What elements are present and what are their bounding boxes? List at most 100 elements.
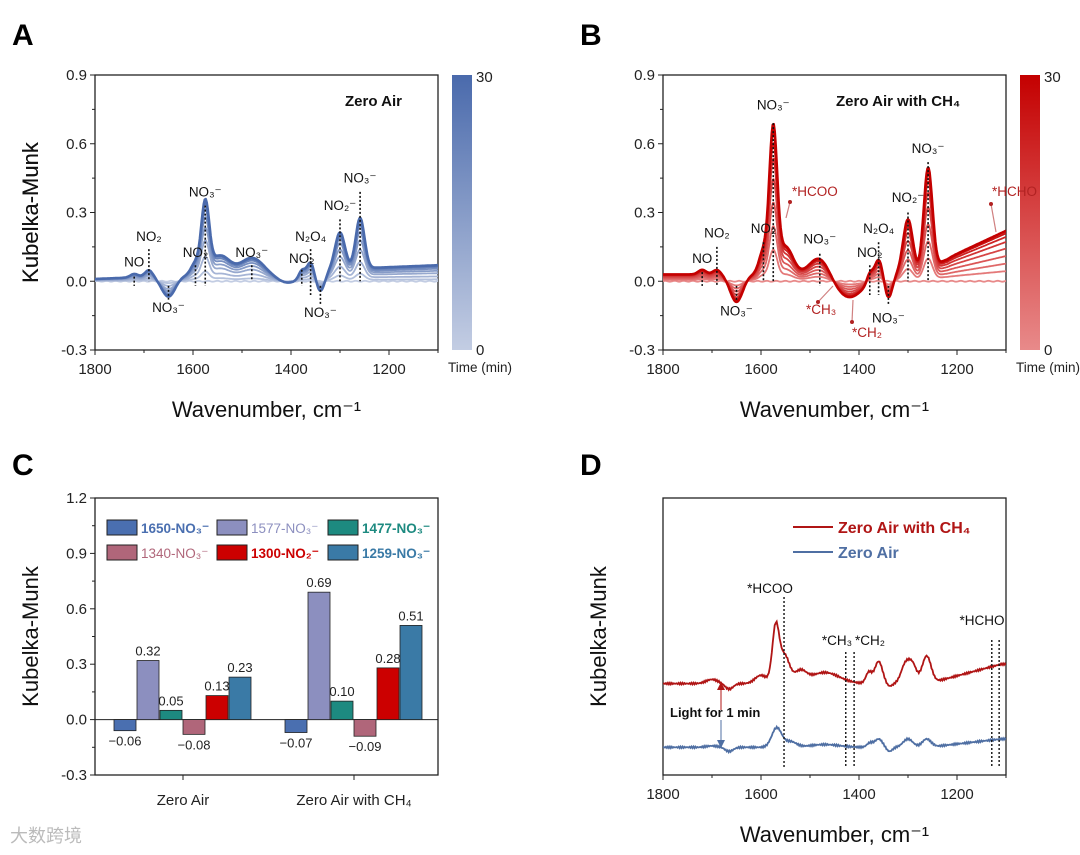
peak-label: *CH₂ <box>855 633 885 648</box>
legend-swatch <box>327 544 359 561</box>
y-tick-label: 0.6 <box>66 136 87 153</box>
y-axis-label: Kubelka-Munk <box>18 141 43 283</box>
bar-value-label: 0.32 <box>135 644 160 659</box>
peak-label: *HCHO <box>959 613 1004 628</box>
arrow-head-icon <box>850 320 854 324</box>
x-tick-label: 1800 <box>78 361 111 378</box>
peak-label: NO₃⁻ <box>720 304 753 319</box>
legend-label: 1340-NO₃⁻ <box>141 546 208 561</box>
annotation-arrow <box>851 299 854 323</box>
colorbar-title: Time (min) <box>448 360 512 375</box>
x-tick-label: 1200 <box>372 361 405 378</box>
x-axis-label: Wavenumber, cm⁻¹ <box>740 822 929 847</box>
bar <box>205 695 229 720</box>
legend-label: 1259-NO₃⁻ <box>362 546 430 561</box>
legend-label: Zero Air <box>838 545 899 562</box>
peak-label: NO₂ <box>136 229 162 244</box>
species-annotation: *CH₃ <box>806 302 836 317</box>
panel-title: Zero Air with CH₄ <box>836 93 960 110</box>
y-tick-label: 0.3 <box>66 656 87 673</box>
colorbar-min-label: 0 <box>476 342 484 359</box>
peak-label: NO₃⁻ <box>912 141 945 156</box>
peak-label: N₂O₄ <box>295 229 326 244</box>
bar-value-label: 0.51 <box>398 608 423 623</box>
y-tick-label: 0.9 <box>66 545 87 562</box>
bar <box>330 700 354 721</box>
peak-label: NO₂⁻ <box>324 198 357 213</box>
legend-item: 1650-NO₃⁻ <box>106 519 209 536</box>
panel-letter-d: D <box>580 449 602 482</box>
bar <box>284 719 308 733</box>
peak-label: NO₂ <box>857 245 883 260</box>
panel-c: 1.2 0.9 0.6 0.3 0.0 -0.3 Kubelka-Munk −0.06 −0.0… <box>18 490 439 809</box>
bar <box>399 625 423 720</box>
spectrum-line <box>95 270 438 284</box>
bar <box>113 719 137 732</box>
bar-value-label: −0.08 <box>178 737 211 752</box>
spectrum-line <box>663 122 1006 304</box>
arrow-head-icon <box>816 300 820 304</box>
panel-letter-a: A <box>12 19 34 52</box>
peak-label: NO₃⁻ <box>304 305 337 320</box>
legend-swatch <box>216 519 248 536</box>
peak-label: NO₂ <box>751 221 777 236</box>
peak-label: NO <box>692 251 712 266</box>
x-tick-label: 1400 <box>842 786 875 803</box>
bar-value-label: 0.10 <box>329 684 354 699</box>
annotation-arrow <box>990 203 997 233</box>
bar <box>307 591 331 720</box>
legend-swatch <box>327 519 359 536</box>
x-tick-label: 1600 <box>176 361 209 378</box>
x-axis-label: Wavenumber, cm⁻¹ <box>740 397 929 422</box>
colorbar <box>452 75 472 350</box>
panel-b: 1800 1600 1400 1200 Wavenumber, cm⁻¹ 0.9 0.6 0.… <box>18 67 1080 422</box>
spectra-series <box>95 197 438 298</box>
arrow-head-icon <box>989 202 993 206</box>
legend-label: 1300-NO₂⁻ <box>251 546 319 561</box>
bar-value-label: −0.09 <box>349 739 382 754</box>
y-tick-label: 0.0 <box>66 273 87 290</box>
bar-value-label: 0.69 <box>306 575 331 590</box>
colorbar <box>1020 75 1040 350</box>
peak-label: NO₃⁻ <box>344 171 377 186</box>
bar <box>228 676 252 720</box>
y-tick-label: 0.0 <box>66 712 87 729</box>
legend-swatch <box>106 544 138 561</box>
y-tick-label: -0.3 <box>61 342 87 359</box>
legend-label: Zero Air with CH₄ <box>838 520 970 537</box>
peak-label: NO₃⁻ <box>872 311 905 326</box>
y-tick-label: 0.3 <box>634 205 655 222</box>
peak-label: *CH₃ <box>822 633 852 648</box>
species-annotation: *HCOO <box>792 184 838 199</box>
colorbar-title: Time (min) <box>1016 360 1080 375</box>
spectrum-line <box>95 197 438 298</box>
x-tick-label: 1400 <box>274 361 307 378</box>
legend-label: 1477-NO₃⁻ <box>362 521 430 536</box>
panel-title: Zero Air <box>345 93 402 110</box>
peak-label: NO₃⁻ <box>189 184 222 199</box>
arrow-up-icon <box>717 682 725 690</box>
bar-value-label: 0.05 <box>158 693 183 708</box>
y-tick-label: 1.2 <box>66 490 87 507</box>
panel-d: 1800 1600 1400 1200 Wavenumber, cm⁻¹ Kubelka-… <box>586 497 1007 847</box>
spectrum-line <box>95 239 438 290</box>
y-tick-label: 0.9 <box>66 67 87 84</box>
panel-letter-c: C <box>12 449 34 482</box>
annotation-arrow <box>817 285 834 303</box>
x-tick-label: 1200 <box>940 361 973 378</box>
legend-item: 1340-NO₃⁻ <box>106 544 208 561</box>
y-tick-label: 0.6 <box>634 136 655 153</box>
category-label: Zero Air <box>157 792 210 809</box>
peak-label: NO₃⁻ <box>152 300 185 315</box>
spectrum-line <box>95 255 438 287</box>
plot-frame <box>94 74 439 351</box>
peak-label: NO <box>124 254 144 269</box>
y-tick-label: -0.3 <box>61 767 87 784</box>
y-tick-label: 0.6 <box>66 601 87 618</box>
bar-value-label: 0.13 <box>204 679 229 694</box>
y-axis-label: Kubelka-Munk <box>18 141 43 283</box>
arrow-head-icon <box>788 200 792 204</box>
bar-value-label: 0.23 <box>227 660 252 675</box>
peak-label: NO₃⁻ <box>235 245 268 260</box>
